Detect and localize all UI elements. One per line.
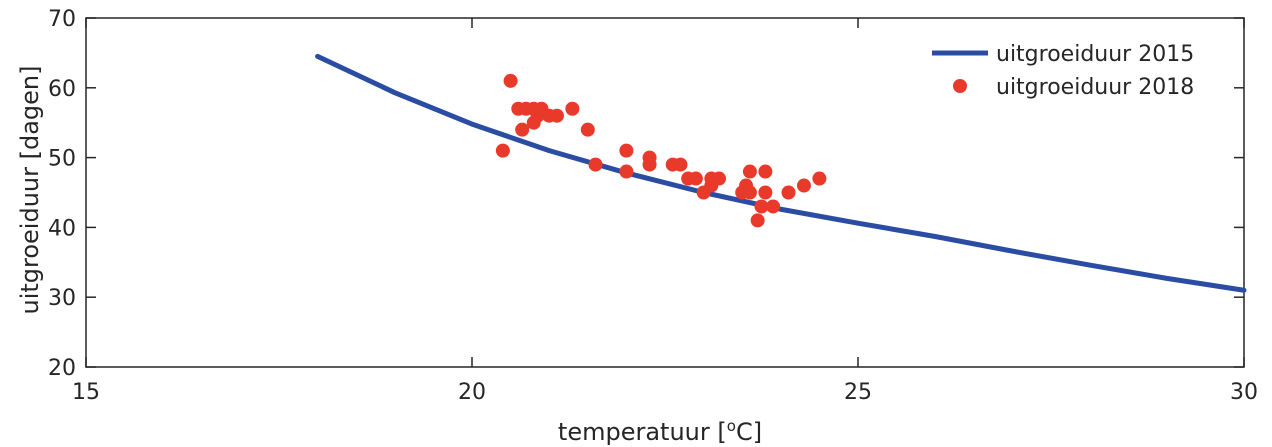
data-point-2018 [758,164,773,179]
series-line-2015 [315,53,1247,293]
data-point-2018 [580,122,595,137]
y-tick-label: 60 [48,77,76,102]
data-point-2018 [781,185,796,200]
legend-dot-swatch [953,79,967,93]
y-tick-label: 50 [48,147,76,172]
legend-label-2015: uitgroeiduur 2015 [996,42,1194,67]
data-point-2018 [619,143,634,158]
x-tick-label: 25 [844,380,872,405]
data-point-2018 [742,185,757,200]
data-point-2018 [688,171,703,186]
data-point-2018 [565,101,580,116]
data-point-2018 [742,164,757,179]
plot-area [315,53,1247,293]
data-point-2018 [758,185,773,200]
data-point-2018 [549,108,564,123]
data-point-2018 [796,178,811,193]
data-point-2018 [766,199,781,214]
y-tick-label: 30 [48,286,76,311]
y-tick-label: 20 [48,356,76,381]
x-axis-label: temperatuur [oC] [558,417,762,446]
x-axis-label-main: temperatuur [ [558,418,727,446]
x-tick-label: 30 [1230,380,1258,405]
data-point-2018 [515,122,530,137]
data-point-2018 [503,73,518,88]
data-point-2018 [495,143,510,158]
data-point-2018 [588,157,603,172]
data-point-2018 [619,164,634,179]
data-point-2018 [812,171,827,186]
x-axis-label-superscript: o [727,417,736,435]
legend-label-2018: uitgroeiduur 2018 [996,75,1194,100]
plot-frame [85,17,1245,368]
y-axis-label: uitgroeiduur [dagen] [16,65,44,314]
legend: uitgroeiduur 2015 uitgroeiduur 2018 [932,42,1194,100]
y-tick-label: 40 [48,216,76,241]
data-point-2018 [712,171,727,186]
data-point-2018 [673,157,688,172]
data-point-2018 [642,157,657,172]
axis-labels: temperatuur [oC] uitgroeiduur [dagen] [16,65,762,446]
x-tick-label: 20 [458,380,486,405]
x-tick-label: 15 [72,380,100,405]
data-point-2018 [526,115,541,130]
y-tick-label: 70 [48,7,76,32]
x-axis-label-unit: C] [736,418,762,446]
data-point-2018 [754,199,769,214]
data-point-2018 [750,213,765,228]
